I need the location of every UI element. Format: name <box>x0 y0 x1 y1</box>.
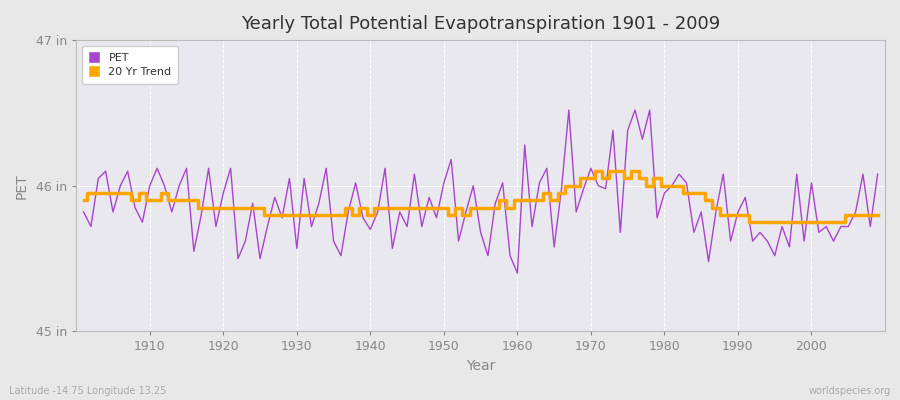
Y-axis label: PET: PET <box>15 173 29 198</box>
X-axis label: Year: Year <box>466 359 495 373</box>
Text: worldspecies.org: worldspecies.org <box>809 386 891 396</box>
Legend: PET, 20 Yr Trend: PET, 20 Yr Trend <box>82 46 178 84</box>
Title: Yearly Total Potential Evapotranspiration 1901 - 2009: Yearly Total Potential Evapotranspiratio… <box>241 15 720 33</box>
Text: Latitude -14.75 Longitude 13.25: Latitude -14.75 Longitude 13.25 <box>9 386 166 396</box>
